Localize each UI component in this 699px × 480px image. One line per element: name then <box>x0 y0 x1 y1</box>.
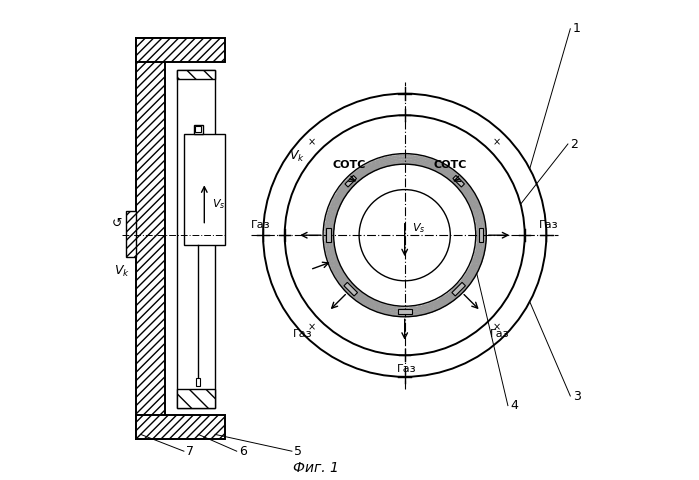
Text: Фиг. 1: Фиг. 1 <box>293 461 339 475</box>
Text: 7: 7 <box>187 444 194 458</box>
Text: $V_s$: $V_s$ <box>412 221 426 235</box>
Text: 5: 5 <box>294 444 302 458</box>
Text: 3: 3 <box>572 389 581 403</box>
Polygon shape <box>398 309 412 314</box>
Text: 4: 4 <box>510 399 518 412</box>
Text: $V_k$: $V_k$ <box>289 148 305 164</box>
Bar <box>196 378 200 386</box>
Text: СОТС: СОТС <box>433 160 467 170</box>
Polygon shape <box>326 228 331 242</box>
Circle shape <box>263 94 547 377</box>
Polygon shape <box>479 228 484 242</box>
Bar <box>177 70 215 79</box>
Text: 1: 1 <box>572 22 581 36</box>
Text: ×: × <box>493 138 501 148</box>
Text: 2: 2 <box>570 137 578 151</box>
Text: $V_k$: $V_k$ <box>113 264 129 279</box>
Bar <box>136 415 224 439</box>
Text: ×: × <box>308 138 316 148</box>
Text: Газ: Газ <box>252 220 271 229</box>
Bar <box>136 38 224 62</box>
Bar <box>136 38 165 439</box>
Bar <box>136 415 224 439</box>
Bar <box>177 389 215 408</box>
Polygon shape <box>453 176 464 187</box>
Text: $V_s$: $V_s$ <box>212 197 225 211</box>
Bar <box>136 38 165 439</box>
Bar <box>127 211 136 257</box>
Bar <box>136 38 224 62</box>
Polygon shape <box>452 282 466 296</box>
Polygon shape <box>344 282 357 296</box>
Text: 6: 6 <box>239 444 247 458</box>
Text: Газ: Газ <box>397 364 417 374</box>
Bar <box>196 126 201 132</box>
Text: ↺: ↺ <box>112 216 122 230</box>
Bar <box>194 125 203 134</box>
Bar <box>127 211 136 257</box>
Bar <box>177 70 215 408</box>
Text: Газ: Газ <box>538 220 558 229</box>
Circle shape <box>359 190 450 281</box>
Text: СОТС: СОТС <box>333 160 366 170</box>
Text: Газ: Газ <box>292 329 312 339</box>
Text: ×: × <box>308 323 316 333</box>
Text: ×: × <box>493 323 501 333</box>
Text: Газ: Газ <box>490 329 510 339</box>
Bar <box>177 70 215 79</box>
Bar <box>184 134 224 245</box>
Circle shape <box>284 115 525 355</box>
Bar <box>177 389 215 408</box>
Polygon shape <box>345 176 356 187</box>
